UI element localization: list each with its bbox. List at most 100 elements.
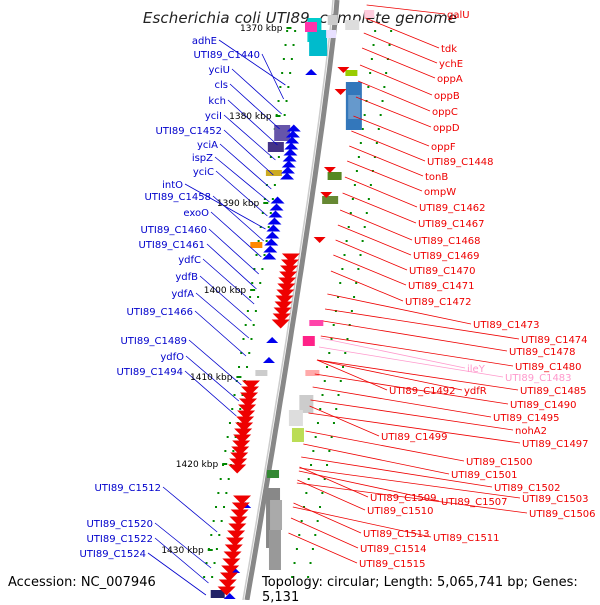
ring-dot xyxy=(383,86,386,88)
label-leader xyxy=(351,130,426,162)
gene-label-left: yciU xyxy=(208,65,230,76)
label-leader xyxy=(184,370,237,417)
ring-dot xyxy=(369,72,372,74)
ring-dot xyxy=(218,534,221,536)
reverse-strand-arrow xyxy=(241,380,260,390)
gene-label-left: ydfO xyxy=(160,352,184,363)
gene-label-right: UTI89_C1495 xyxy=(493,413,560,424)
gene-label-left: ispZ xyxy=(192,153,213,164)
ring-dot xyxy=(367,86,370,88)
reverse-strand-arrow xyxy=(277,283,296,293)
label-leader xyxy=(229,83,280,130)
reverse-strand-arrow xyxy=(240,392,259,402)
ring-dot xyxy=(269,156,272,158)
ring-dot xyxy=(253,268,256,270)
gene-label-right: oppB xyxy=(434,91,460,102)
gene-label-right: ychE xyxy=(439,59,463,70)
ring-dot xyxy=(234,436,237,438)
label-leader xyxy=(320,335,514,367)
ring-dot xyxy=(369,184,372,186)
reverse-strand-arrow xyxy=(234,428,253,438)
ring-dot xyxy=(224,450,227,452)
gene-label-right: tdk xyxy=(441,44,457,55)
label-leader xyxy=(218,39,286,86)
gene-label-right: UTI89_C1506 xyxy=(529,509,596,520)
ring-dot xyxy=(343,254,346,256)
reverse-strand-arrow xyxy=(280,265,299,275)
forward-strand-arrow xyxy=(280,172,295,180)
label-leader xyxy=(342,192,417,224)
ring-dot xyxy=(261,268,264,270)
gene-label-left: intO xyxy=(162,180,183,191)
label-leader xyxy=(323,320,508,352)
ring-dot xyxy=(285,100,288,102)
ring-dot xyxy=(307,478,310,480)
ring-dot xyxy=(294,30,297,32)
ring-dot xyxy=(390,30,393,32)
feature-block xyxy=(274,125,291,141)
label-leader xyxy=(327,293,472,325)
ring-dot xyxy=(349,212,352,214)
reverse-strand-arrow xyxy=(221,565,240,575)
ring-dot xyxy=(241,394,244,396)
feature-block xyxy=(210,590,225,598)
ring-dot xyxy=(374,30,377,32)
label-leader xyxy=(219,143,272,190)
ring-dot xyxy=(239,408,242,410)
ring-dot xyxy=(332,422,335,424)
label-leader xyxy=(290,517,359,549)
ring-dot xyxy=(377,128,380,130)
ring-dot xyxy=(261,212,264,214)
reverse-strand-arrow xyxy=(218,579,237,589)
gene-label-left: exoO xyxy=(183,208,209,219)
label-leaders xyxy=(147,4,528,596)
label-leader xyxy=(318,346,504,378)
ring-dot xyxy=(312,450,315,452)
gene-label-left: ydfC xyxy=(178,255,201,266)
reverse-strand-arrow xyxy=(224,544,243,554)
forward-strand-arrow xyxy=(282,154,297,162)
ring-dot xyxy=(330,338,333,340)
ring-dot xyxy=(300,520,303,522)
ring-dot xyxy=(309,562,312,564)
reverse-strand-arrow xyxy=(223,551,242,561)
ring-dot xyxy=(321,492,324,494)
label-leader xyxy=(194,310,247,357)
feature-block xyxy=(299,395,314,413)
scale-label: 1410 kbp xyxy=(190,373,233,383)
label-leader xyxy=(366,4,446,15)
ring-dot xyxy=(249,296,252,298)
gene-label-right: UTI89_C1497 xyxy=(522,439,589,450)
ring-dot xyxy=(345,240,348,242)
reverse-strand-arrow xyxy=(279,271,298,281)
ring-dot xyxy=(332,324,335,326)
label-leader xyxy=(301,456,493,488)
ring-dot xyxy=(373,156,376,158)
label-leader xyxy=(292,506,432,538)
ring-dot xyxy=(381,100,384,102)
gene-label-right: UTI89_C1509 xyxy=(370,493,437,504)
gene-label-left: UTI89_C1524 xyxy=(79,549,146,560)
label-leader xyxy=(223,114,276,161)
ring-dot xyxy=(293,562,296,564)
gene-label-right: oppC xyxy=(432,107,458,118)
label-leader xyxy=(214,156,270,203)
gene-label-right: UTI89_C1462 xyxy=(419,203,486,214)
backbone-shadow xyxy=(242,0,334,600)
reverse-strand-arrow xyxy=(232,440,251,450)
ring-dot xyxy=(357,268,360,270)
ring-dot xyxy=(284,44,287,46)
ring-dot xyxy=(215,548,218,550)
gene-label-right: UTI89_C1514 xyxy=(360,544,427,555)
ring-dot xyxy=(339,282,342,284)
ring-dot xyxy=(316,422,319,424)
ring-dot xyxy=(289,72,292,74)
reverse-strand-arrow xyxy=(320,192,333,198)
ring-dot xyxy=(217,492,220,494)
ring-dot xyxy=(314,436,317,438)
feature-block xyxy=(250,242,263,248)
ring-dot xyxy=(242,338,245,340)
reverse-strand-arrow xyxy=(280,259,299,269)
label-leader xyxy=(349,145,424,177)
label-leader xyxy=(227,99,278,146)
